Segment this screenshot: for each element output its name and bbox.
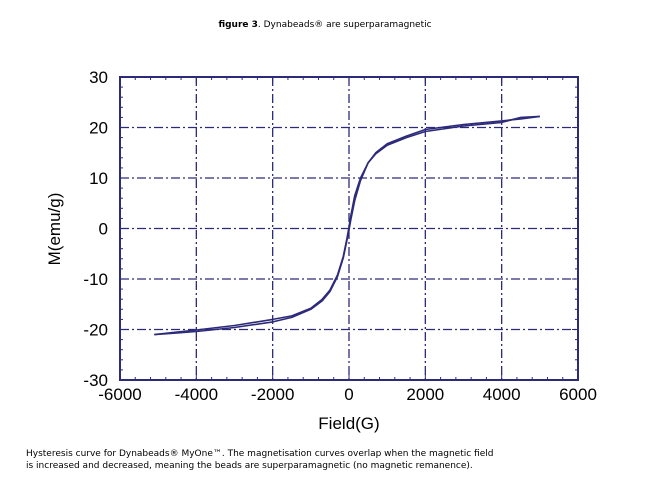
figure-title: figure 3. Dynabeads® are superparamagnet… <box>0 20 650 30</box>
figure-caption: Hysteresis curve for Dynabeads® MyOne™. … <box>26 448 626 472</box>
hysteresis-chart: 30 20 10 0 -10 -20 -30 -6000 -4000 -2000 0 2000 400… <box>45 68 597 433</box>
y-tick-label: -10 <box>83 270 108 289</box>
x-tick-label: 0 <box>344 385 353 404</box>
y-tick-label: 10 <box>89 169 108 188</box>
series-line-1 <box>154 115 540 336</box>
y-tick-label: 30 <box>89 68 108 87</box>
y-tick-label: 20 <box>89 119 108 138</box>
x-tick-label: -4000 <box>175 385 218 404</box>
figure-title-text: . Dynabeads® are superparamagnetic <box>257 20 432 30</box>
y-tick-label: 0 <box>99 220 108 239</box>
plot-frame <box>119 76 579 381</box>
caption-line-1: Hysteresis curve for Dynabeads® MyOne™. … <box>26 449 494 459</box>
x-axis-label: Field(G) <box>318 414 379 433</box>
x-tick-labels: -6000 -4000 -2000 0 2000 4000 6000 <box>98 385 597 404</box>
x-tick-label: 4000 <box>483 385 521 404</box>
figure-label: figure 3 <box>218 20 258 30</box>
y-tick-labels: 30 20 10 0 -10 -20 -30 <box>83 68 108 390</box>
x-tick-label: -6000 <box>98 385 141 404</box>
series-layer <box>154 115 540 336</box>
y-tick-label: -30 <box>83 371 108 390</box>
y-tick-label: -20 <box>83 321 108 340</box>
x-tick-label: 6000 <box>559 385 597 404</box>
y-axis-label: M(emu/g) <box>45 193 64 266</box>
x-tick-label: 2000 <box>406 385 444 404</box>
caption-line-2: is increased and decreased, meaning the … <box>26 461 473 471</box>
x-tick-label: -2000 <box>251 385 294 404</box>
series-line-2 <box>154 115 540 336</box>
